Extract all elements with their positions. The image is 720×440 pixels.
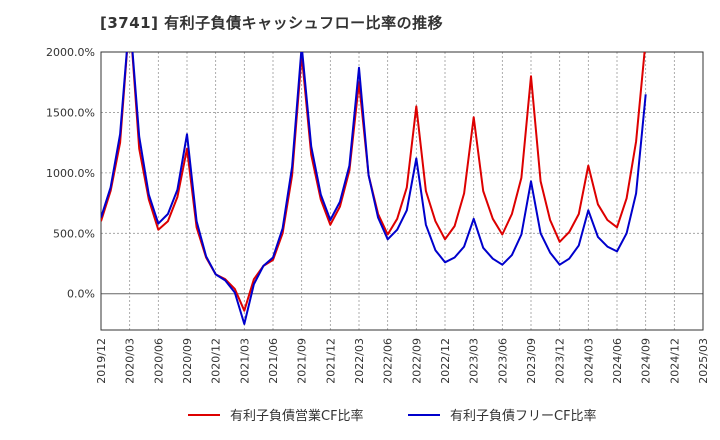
x-tick-label: 2023/09 xyxy=(525,338,538,384)
x-tick-label: 2023/06 xyxy=(496,338,509,384)
x-tick-label: 2020/12 xyxy=(210,338,223,384)
x-tick-label: 2020/06 xyxy=(152,338,165,384)
x-tick-label: 2022/03 xyxy=(353,338,366,384)
x-tick-label: 2024/06 xyxy=(611,338,624,384)
x-tick-label: 2020/03 xyxy=(124,338,137,384)
chart-title: [3741] 有利子負債キャッシュフロー比率の推移 xyxy=(100,14,444,32)
x-tick-label: 2021/09 xyxy=(296,338,309,384)
x-tick-label: 2025/03 xyxy=(697,338,710,384)
x-tick-label: 2023/12 xyxy=(554,338,567,384)
x-tick-label: 2024/12 xyxy=(668,338,681,384)
y-tick-label: 1000.0% xyxy=(46,167,95,180)
legend-label-2: 有利子負債フリーCF比率 xyxy=(450,408,597,424)
y-tick-label: 1500.0% xyxy=(46,106,95,119)
x-tick-label: 2021/06 xyxy=(267,338,280,384)
x-tick-label: 2019/12 xyxy=(95,338,108,384)
x-tick-label: 2020/09 xyxy=(181,338,194,384)
x-tick-label: 2022/06 xyxy=(382,338,395,384)
x-tick-label: 2023/03 xyxy=(468,338,481,384)
x-tick-label: 2024/09 xyxy=(640,338,653,384)
y-tick-label: 2000.0% xyxy=(46,46,95,59)
y-tick-label: 0.0% xyxy=(67,288,95,301)
legend-label-1: 有利子負債営業CF比率 xyxy=(230,408,364,424)
y-tick-label: 500.0% xyxy=(53,227,95,240)
x-tick-label: 2022/12 xyxy=(439,338,452,384)
x-tick-label: 2021/12 xyxy=(324,338,337,384)
x-tick-label: 2021/03 xyxy=(238,338,251,384)
plot-frame xyxy=(100,51,704,331)
x-tick-label: 2022/09 xyxy=(410,338,423,384)
series-line-2 xyxy=(101,52,647,325)
x-tick-label: 2024/03 xyxy=(582,338,595,384)
